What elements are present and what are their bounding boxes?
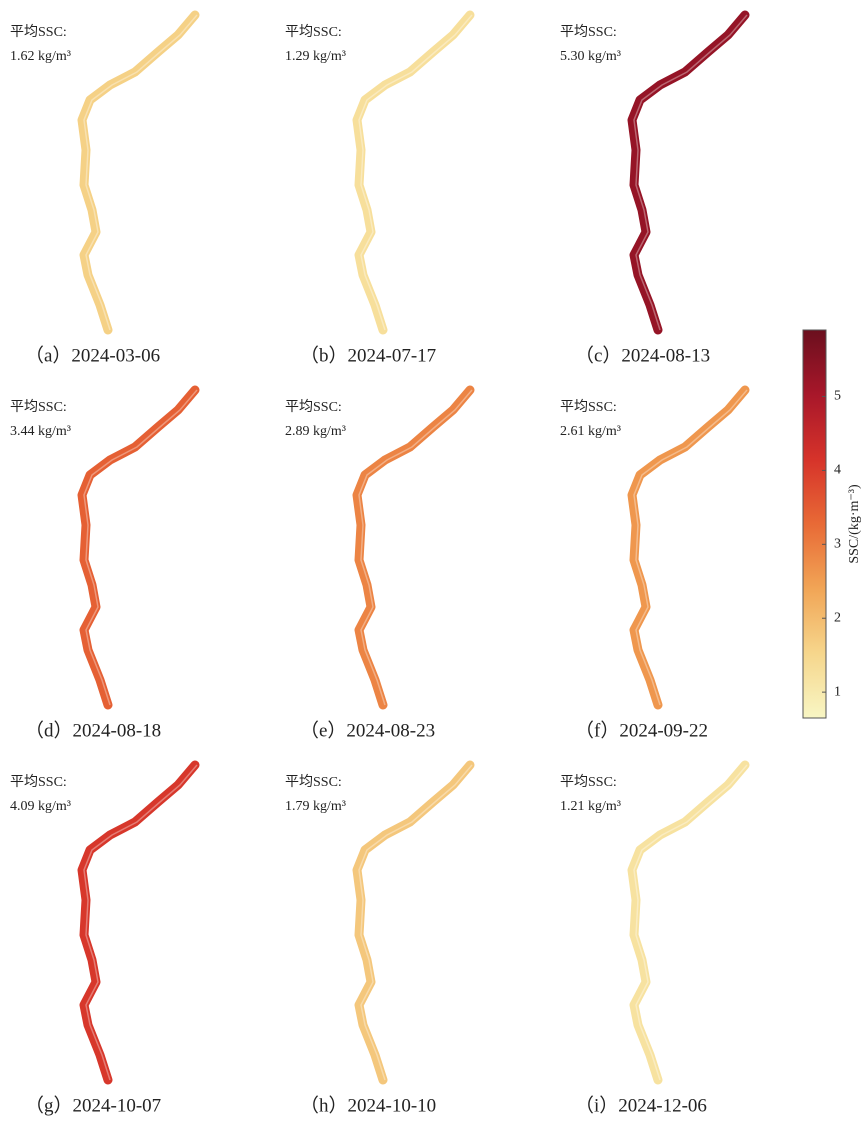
colorbar-tick-label: 5 bbox=[834, 389, 841, 404]
colorbar-tick-label: 4 bbox=[834, 463, 841, 478]
panel-caption: （e）2024-08-23 bbox=[300, 719, 435, 741]
panel-title: 平均SSC: bbox=[285, 774, 342, 790]
panel-title: 平均SSC: bbox=[560, 24, 617, 40]
mean-label: 2.89 kg/m³ bbox=[285, 424, 346, 439]
panel: 平均SSC: 1.79 kg/m³ （h）2024-10-10 bbox=[285, 765, 472, 1116]
panel: 平均SSC: 5.30 kg/m³ （c）2024-08-13 bbox=[560, 15, 747, 366]
panel-title: 平均SSC: bbox=[560, 774, 617, 790]
river bbox=[357, 15, 470, 330]
panel-title: 平均SSC: bbox=[10, 399, 67, 415]
colorbar bbox=[803, 330, 826, 718]
panel: 平均SSC: 4.09 kg/m³ （g）2024-10-07 bbox=[10, 765, 197, 1116]
river bbox=[632, 765, 745, 1080]
mean-label: 3.44 kg/m³ bbox=[10, 424, 71, 439]
river bbox=[632, 15, 745, 330]
panel: 平均SSC: 1.29 kg/m³ （b）2024-07-17 bbox=[285, 15, 472, 366]
mean-label: 4.09 kg/m³ bbox=[10, 799, 71, 814]
colorbar-tick-label: 2 bbox=[834, 610, 841, 625]
mean-label: 5.30 kg/m³ bbox=[560, 49, 621, 64]
river bbox=[82, 765, 195, 1080]
panel: 平均SSC: 2.61 kg/m³ （f）2024-09-22 bbox=[560, 390, 747, 741]
panel-caption: （d）2024-08-18 bbox=[25, 719, 161, 741]
panel-caption: （a）2024-03-06 bbox=[25, 344, 160, 366]
panel-caption: （f）2024-09-22 bbox=[575, 719, 708, 741]
mean-label: 1.62 kg/m³ bbox=[10, 49, 71, 64]
river bbox=[82, 15, 195, 330]
mean-label: 1.21 kg/m³ bbox=[560, 799, 621, 814]
river bbox=[82, 390, 195, 705]
colorbar-label: SSC/(kg·m⁻³) bbox=[847, 484, 862, 564]
panel-caption: （h）2024-10-10 bbox=[300, 1094, 436, 1116]
panel-title: 平均SSC: bbox=[285, 399, 342, 415]
panel-caption: （b）2024-07-17 bbox=[300, 344, 436, 366]
river bbox=[357, 390, 470, 705]
panel: 平均SSC: 1.21 kg/m³ （i）2024-12-06 bbox=[560, 765, 747, 1116]
colorbar-tick-label: 3 bbox=[834, 537, 841, 552]
panel-caption: （c）2024-08-13 bbox=[575, 344, 710, 366]
panel-title: 平均SSC: bbox=[10, 774, 67, 790]
colorbar-tick-label: 1 bbox=[834, 684, 841, 699]
panel-title: 平均SSC: bbox=[10, 24, 67, 40]
mean-label: 1.29 kg/m³ bbox=[285, 49, 346, 64]
panel-caption: （i）2024-12-06 bbox=[575, 1094, 707, 1116]
panel-title: 平均SSC: bbox=[285, 24, 342, 40]
river bbox=[632, 390, 745, 705]
panel-title: 平均SSC: bbox=[560, 399, 617, 415]
panel-caption: （g）2024-10-07 bbox=[25, 1094, 161, 1116]
mean-label: 1.79 kg/m³ bbox=[285, 799, 346, 814]
panel: 平均SSC: 2.89 kg/m³ （e）2024-08-23 bbox=[285, 390, 472, 741]
panel: 平均SSC: 3.44 kg/m³ （d）2024-08-18 bbox=[10, 390, 197, 741]
river bbox=[357, 765, 470, 1080]
panel: 平均SSC: 1.62 kg/m³ （a）2024-03-06 bbox=[10, 15, 197, 366]
figure: 平均SSC: 1.62 kg/m³ （a）2024-03-06 平均SSC: 1.29 … bbox=[0, 0, 866, 1123]
mean-label: 2.61 kg/m³ bbox=[560, 424, 621, 439]
